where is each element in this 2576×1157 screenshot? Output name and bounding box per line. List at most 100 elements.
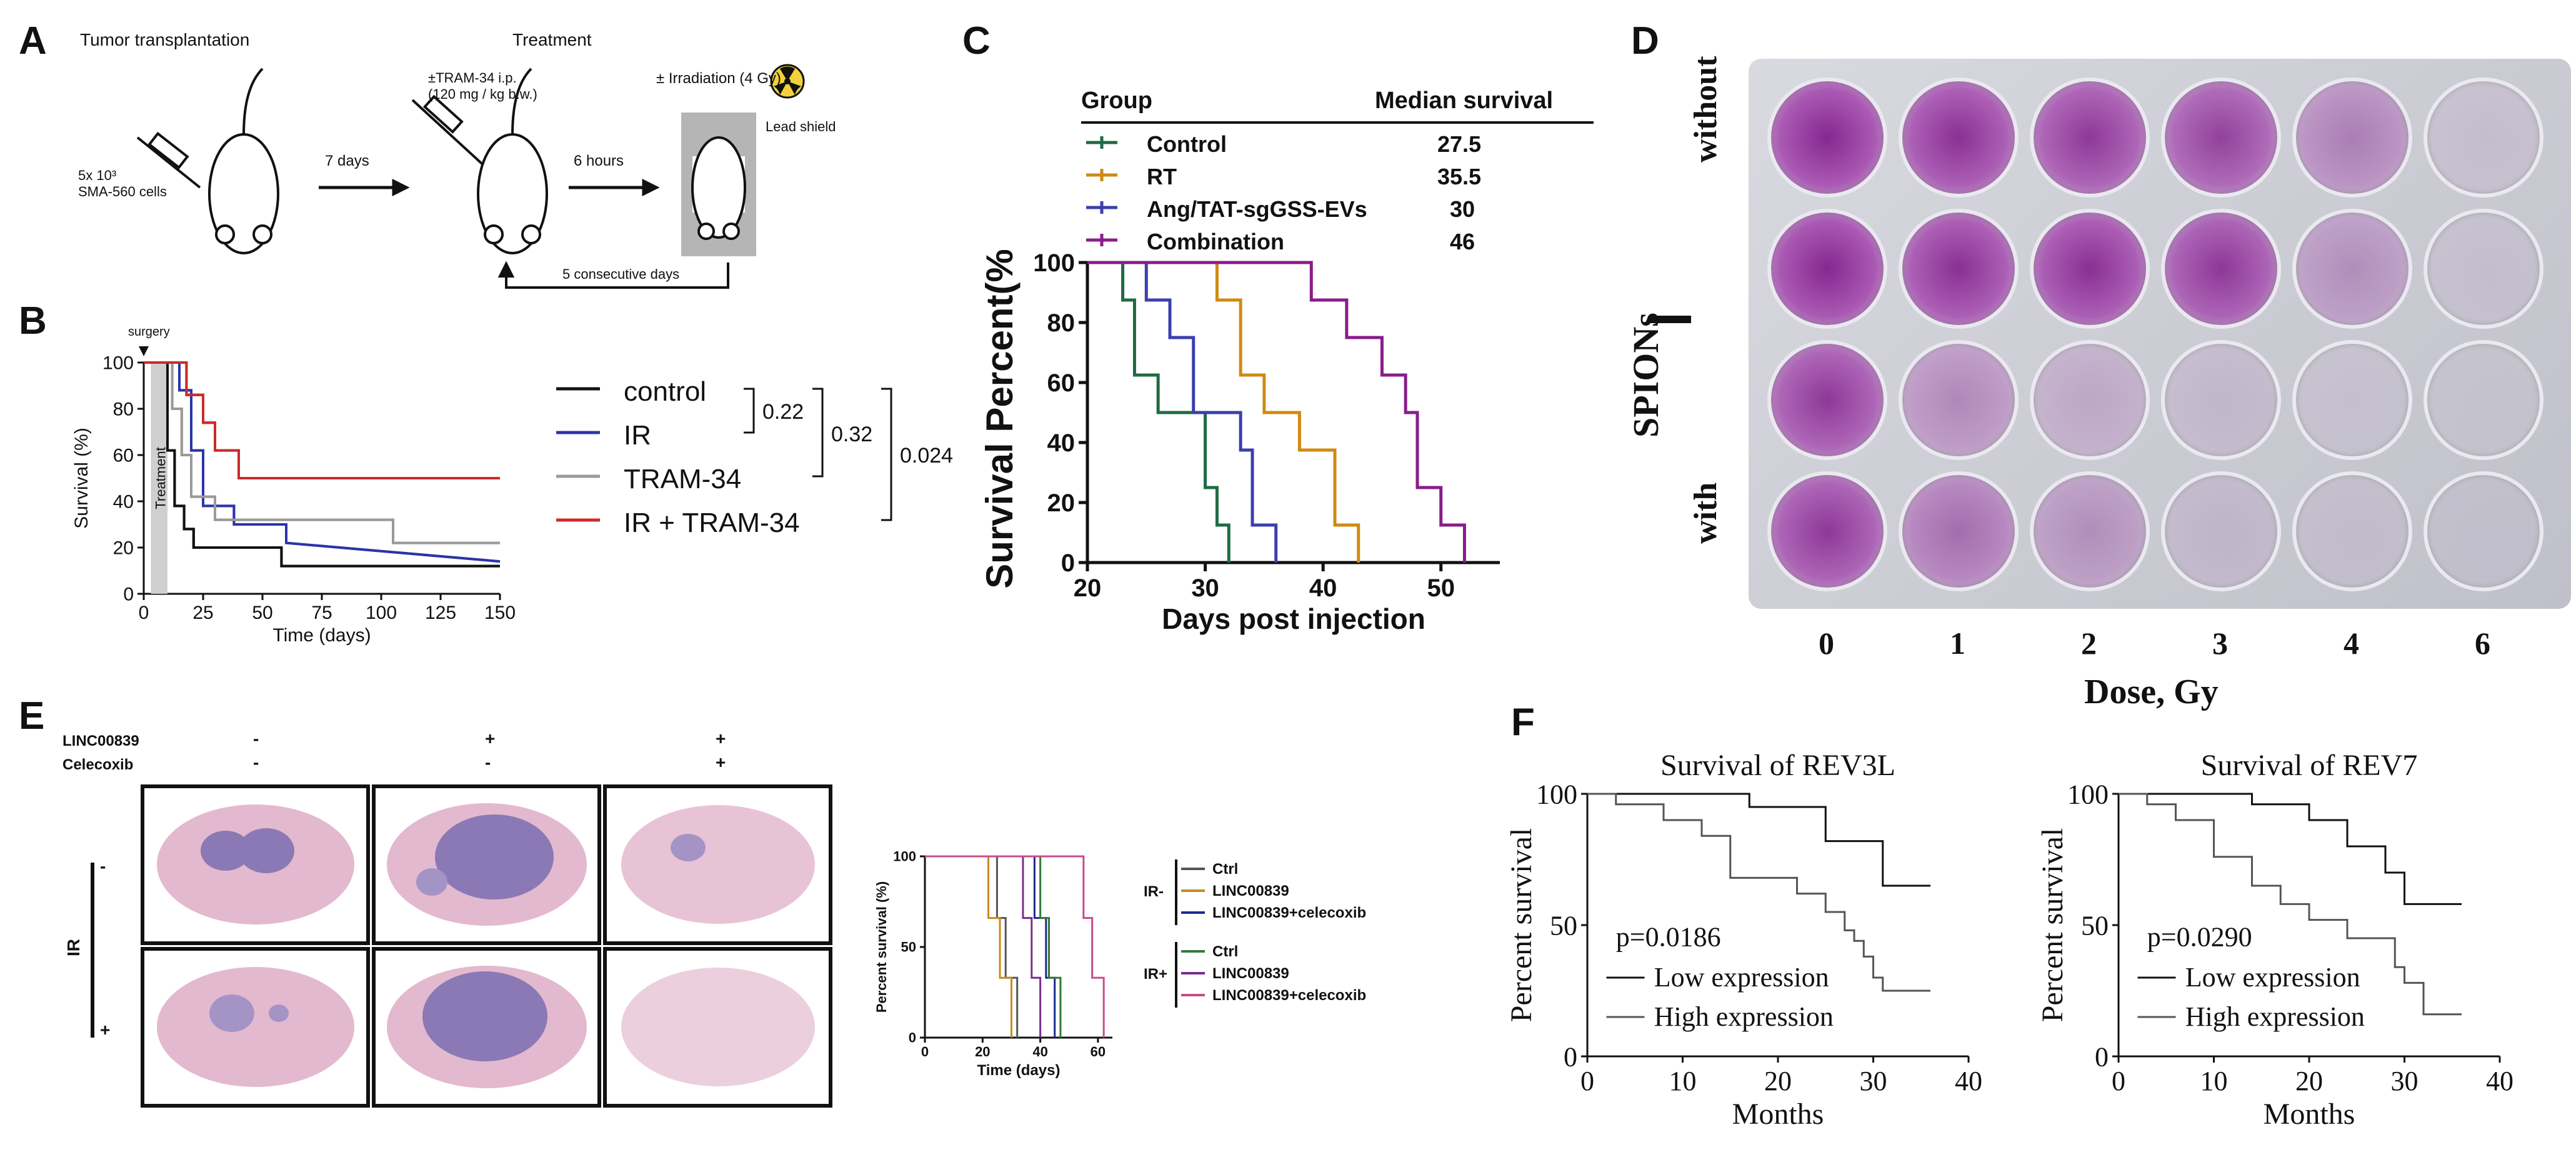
culture-well <box>2161 209 2281 329</box>
treatment-band <box>151 363 167 594</box>
culture-well <box>1899 471 2019 591</box>
y-tick-label: 80 <box>113 399 134 420</box>
well-plate <box>1749 59 2571 609</box>
culture-well <box>1767 340 1887 460</box>
legend-e-label-0: Ctrl <box>1212 861 1239 878</box>
chart-e-survival: 0 20 40 60 0 50 100 Time (days) Percent survival… <box>874 849 1112 1079</box>
panel-a-6hours: 6 hours <box>574 153 624 169</box>
series-line-0 <box>1587 793 1930 887</box>
series-line-1 <box>2119 793 2462 1016</box>
x-tick-label: 20 <box>1764 1066 1792 1096</box>
y-tick-label: 80 <box>1047 309 1076 337</box>
culture-well <box>2030 340 2150 460</box>
panel-a-title-left: Tumor transplantation <box>80 30 250 49</box>
legend-label-high: High expression <box>1654 1001 1834 1032</box>
legend-e-label-3: Ctrl <box>1212 943 1239 960</box>
panel-a-consecutive: 5 consecutive days <box>562 266 680 282</box>
series-line-0 <box>144 361 500 568</box>
x-tick-label: 0 <box>2112 1066 2125 1096</box>
series-line-2 <box>144 361 500 544</box>
dose-tick-3: 3 <box>2212 626 2228 661</box>
y-tick-label: 40 <box>113 492 134 513</box>
series-line-3 <box>1087 261 1466 563</box>
y-tick-label: 0 <box>909 1030 916 1046</box>
x-tick-label: 75 <box>311 603 332 623</box>
panel-c-table: Group Median survival Control RT Ang/TAT… <box>1081 88 1594 256</box>
culture-well <box>2292 209 2412 329</box>
table-group-2: Ang/TAT-sgGSS-EVs <box>1147 196 1367 222</box>
culture-well <box>2161 471 2281 591</box>
series-line-3 <box>144 361 500 479</box>
panel-e-row2-label: Celecoxib <box>62 756 134 773</box>
histology-image <box>372 947 601 1108</box>
y-tick-label: 100 <box>893 849 916 864</box>
dose-tick-0: 0 <box>1819 626 1834 661</box>
histology-image <box>141 784 370 945</box>
series-line-2 <box>925 855 1056 1038</box>
panel-a-lead-shield: Lead shield <box>766 119 836 134</box>
series-line-1 <box>1587 793 1930 992</box>
ir-label: IR <box>64 939 83 956</box>
panel-e-letter: E <box>19 694 45 738</box>
panel-a-tram-dose2: (120 mg / kg b.w.) <box>428 86 537 102</box>
panel-b-letter: B <box>19 299 47 343</box>
e-mark-r1-c0: - <box>253 729 259 748</box>
legend-b-label-1: IR <box>624 420 651 451</box>
histology-image <box>603 947 832 1108</box>
arrow-icon <box>319 178 410 197</box>
panel-d-row-without: without <box>1688 56 1724 163</box>
culture-well <box>1899 78 2019 198</box>
treatment-label: Treatment <box>153 447 169 509</box>
table-rule <box>1081 121 1594 124</box>
syringe-icon <box>136 131 201 189</box>
series-line-0 <box>925 855 1019 1038</box>
mouse-icon <box>208 68 279 254</box>
table-median-2: 30 <box>1450 196 1475 222</box>
legend-label-low: Low expression <box>1654 962 1829 993</box>
y-tick-label: 60 <box>1047 369 1076 397</box>
x-tick-label: 40 <box>1032 1044 1047 1059</box>
culture-well <box>1899 209 2019 329</box>
chart-b-legend: control IR TRAM-34 IR + TRAM-34 0.22 0.3… <box>556 363 956 550</box>
panel-d-divider <box>1649 316 1691 323</box>
x-tick-label: 30 <box>1191 574 1219 602</box>
table-header-group: Group <box>1081 88 1152 114</box>
culture-well <box>2030 78 2150 198</box>
table-median-0: 27.5 <box>1437 131 1482 157</box>
dose-tick-5: 6 <box>2475 626 2490 661</box>
culture-well <box>2424 78 2544 198</box>
series-line-5 <box>925 855 1105 1038</box>
y-tick-label: 50 <box>2081 910 2109 941</box>
chart-title: Survival of REV7 <box>2201 749 2418 782</box>
y-axis-label: Percent survival (%) <box>874 881 889 1013</box>
y-axis-label: Survival (%) <box>71 428 92 529</box>
x-axis-label: Time (days) <box>977 1062 1061 1079</box>
series-line-1 <box>1087 261 1360 563</box>
lead-shield <box>681 113 756 256</box>
panel-a-cells: 5x 10³ <box>78 168 117 183</box>
e-mark-r2-c1: - <box>485 753 491 772</box>
y-axis-label: Percent survival <box>1505 828 1538 1023</box>
x-tick-label: 125 <box>425 603 456 623</box>
e-mark-r2-c2: + <box>716 753 726 772</box>
table-median-3: 46 <box>1450 229 1475 254</box>
legend-e-label-2: LINC00839+celecoxib <box>1212 904 1367 921</box>
histology-image <box>372 784 601 945</box>
series-line-0 <box>2119 793 2462 905</box>
panel-d-letter: D <box>1631 19 1659 63</box>
x-tick-label: 20 <box>1074 574 1102 602</box>
culture-well <box>2292 340 2412 460</box>
legend-e-bracket <box>1175 942 1177 1008</box>
panel-a-schematic <box>136 64 805 289</box>
dose-tick-2: 2 <box>2081 626 2097 661</box>
y-tick-label: 0 <box>123 584 134 605</box>
chart-title: Survival of REV3L <box>1660 749 1895 782</box>
culture-well <box>1767 209 1887 329</box>
ir-minus: - <box>100 856 106 876</box>
legend-e-label-4: LINC00839 <box>1212 965 1289 982</box>
legend-e-ir-minus: IR- <box>1144 883 1164 900</box>
y-tick-label: 60 <box>113 446 134 466</box>
y-tick-label: 100 <box>1536 779 1577 809</box>
legend-b-label-3: IR + TRAM-34 <box>624 508 800 538</box>
